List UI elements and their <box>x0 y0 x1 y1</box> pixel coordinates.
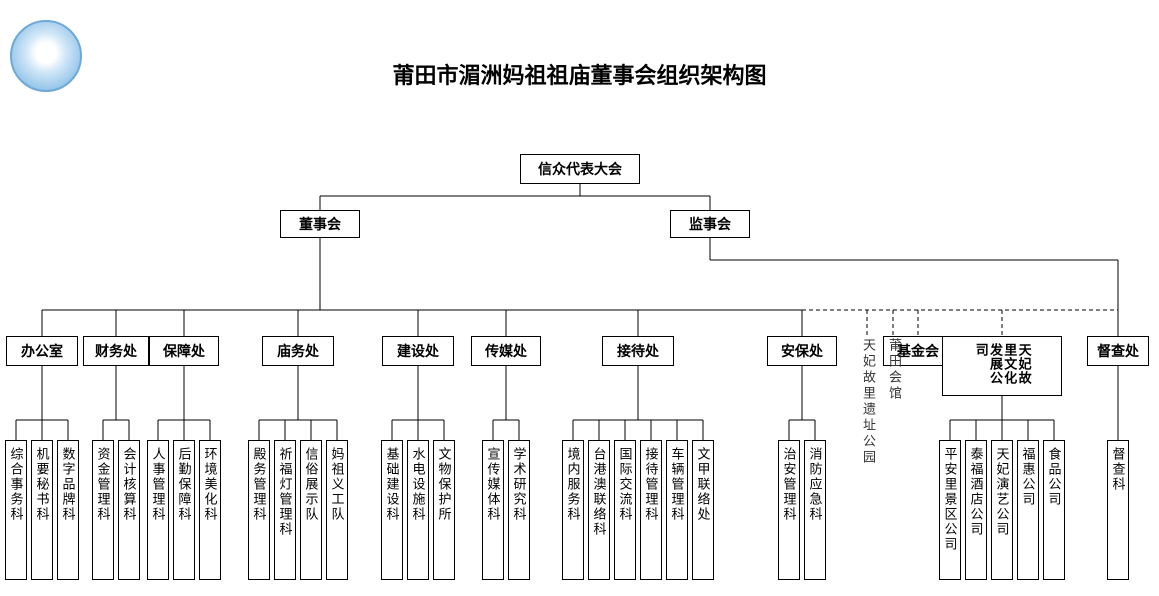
leaf-d3-3: 妈祖义工队 <box>326 440 348 580</box>
leaf-d4-0: 基础建设科 <box>381 440 403 580</box>
leaf-d5-0: 宣传媒体科 <box>482 440 504 580</box>
leaf-d6-3: 接待管理科 <box>640 440 662 580</box>
leaf-d0-0: 综合事务科 <box>5 440 27 580</box>
leaf-d9-3: 福惠公司 <box>1017 440 1039 580</box>
node-d0: 办公室 <box>6 336 78 366</box>
leaf-d10-0: 督查科 <box>1107 440 1129 580</box>
node-d5: 传媒处 <box>471 336 541 366</box>
leaf-d1-1: 会计核算科 <box>118 440 140 580</box>
leaf-d2-1: 后勤保障科 <box>173 440 195 580</box>
node-d3: 庙务处 <box>262 336 334 366</box>
leaf-d9-4: 食品公司 <box>1043 440 1065 580</box>
node-d6: 接待处 <box>602 336 674 366</box>
leaf-d7-1: 消防应急科 <box>804 440 826 580</box>
leaf-d6-5: 文甲联络处 <box>692 440 714 580</box>
leaf-d6-2: 国际交流科 <box>614 440 636 580</box>
leaf-d0-1: 机要秘书科 <box>31 440 53 580</box>
leaf-d6-4: 车辆管理科 <box>666 440 688 580</box>
leaf-d6-1: 台港澳联络科 <box>588 440 610 580</box>
node-board: 董事会 <box>280 210 360 238</box>
leaf-d9-2: 天妃演艺公司 <box>991 440 1013 580</box>
leaf-d9-1: 泰福酒店公司 <box>965 440 987 580</box>
leaf-d4-1: 水电设施科 <box>407 440 429 580</box>
node-d10: 督查处 <box>1087 336 1149 366</box>
leaf-d7-0: 治安管理科 <box>778 440 800 580</box>
vlabel-0: 天妃故里遗址公园 <box>859 338 878 466</box>
node-d1: 财务处 <box>83 336 149 366</box>
node-d2: 保障处 <box>149 336 219 366</box>
leaf-d4-2: 文物保护所 <box>433 440 455 580</box>
node-d7: 安保处 <box>767 336 837 366</box>
leaf-d5-1: 学术研究科 <box>508 440 530 580</box>
leaf-d3-1: 祈福灯管理科 <box>274 440 296 580</box>
vlabel-1: 莆田会馆 <box>885 338 904 402</box>
node-superv: 监事会 <box>670 210 750 238</box>
leaf-d2-0: 人事管理科 <box>147 440 169 580</box>
leaf-d2-2: 环境美化科 <box>199 440 221 580</box>
node-d4: 建设处 <box>382 336 454 366</box>
leaf-d0-2: 数字品牌科 <box>57 440 79 580</box>
page-title: 莆田市湄洲妈祖祖庙董事会组织架构图 <box>0 58 1159 90</box>
leaf-d6-0: 境内服务科 <box>562 440 584 580</box>
leaf-d3-0: 殿务管理科 <box>248 440 270 580</box>
leaf-d1-0: 资金管理科 <box>92 440 114 580</box>
node-root: 信众代表大会 <box>520 154 640 184</box>
leaf-d3-2: 信俗展示队 <box>300 440 322 580</box>
node-d9: 天妃故里文化发展公司 <box>942 336 1062 396</box>
leaf-d9-0: 平安里景区公司 <box>939 440 961 580</box>
